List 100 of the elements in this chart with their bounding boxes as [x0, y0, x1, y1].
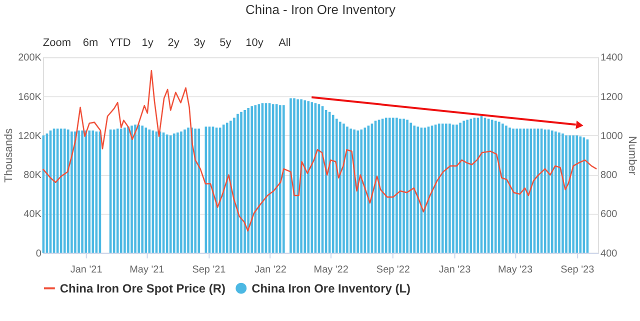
y-tick-label: 120K	[18, 130, 42, 142]
bar	[459, 122, 462, 253]
bar	[63, 128, 66, 253]
bar	[194, 128, 196, 253]
bar	[396, 118, 398, 253]
bar	[516, 128, 518, 253]
x-tick-label: Jan '21	[70, 264, 103, 276]
bar	[138, 124, 140, 253]
bar	[169, 135, 172, 253]
y-tick-label: 160K	[18, 92, 42, 103]
y-tick-label: 200K	[18, 52, 42, 64]
bar	[402, 118, 405, 253]
text: All	[278, 37, 291, 50]
y2-tick-label: 600	[600, 209, 618, 220]
bar	[498, 122, 500, 253]
text: Zoom	[42, 37, 71, 50]
bar	[406, 120, 408, 253]
bar	[226, 122, 228, 253]
bar	[88, 130, 91, 253]
bar	[562, 133, 564, 253]
legend-label: China Iron Ore Inventory (L)	[252, 281, 411, 296]
line-series	[42, 70, 598, 232]
text: 3y	[194, 37, 206, 50]
x-tick-label: Jan '23	[438, 264, 472, 276]
text: YTD	[108, 37, 131, 50]
bar	[346, 126, 348, 253]
bar	[470, 118, 472, 253]
x-tick-label: Jan '22	[254, 264, 287, 276]
bar	[448, 124, 451, 253]
bar	[144, 128, 148, 253]
bar	[296, 99, 299, 253]
bar	[466, 120, 469, 253]
bar	[392, 118, 394, 253]
y-tick-label: 80K	[24, 170, 42, 182]
bar	[244, 110, 246, 253]
text: 6m	[82, 37, 98, 50]
text: 2y	[168, 37, 180, 50]
bar	[494, 120, 497, 253]
bar	[572, 135, 574, 253]
bar	[307, 101, 310, 253]
bar	[290, 98, 292, 253]
bar	[187, 128, 190, 253]
bar	[141, 126, 144, 253]
bar	[410, 122, 412, 253]
bar	[190, 128, 193, 253]
bar	[124, 128, 126, 253]
bar	[399, 118, 402, 253]
bar	[413, 126, 416, 253]
bar	[180, 132, 182, 253]
bar	[339, 122, 342, 253]
bar	[173, 133, 176, 253]
bar	[456, 124, 458, 253]
bar	[522, 128, 526, 253]
text: 10y	[246, 37, 264, 50]
chart-title: China - Iron Ore Inventory	[246, 2, 396, 18]
bar	[233, 118, 236, 253]
bar	[78, 130, 80, 253]
y-tick-label: 40K	[24, 209, 42, 220]
bar	[81, 130, 84, 253]
bar	[445, 124, 448, 253]
legend-label: China Iron Ore Spot Price (R)	[60, 281, 226, 296]
bar	[130, 126, 133, 253]
bar	[441, 124, 444, 253]
bar	[67, 130, 70, 253]
bar	[508, 128, 511, 253]
bar	[176, 132, 179, 253]
bar	[558, 132, 560, 253]
bar	[505, 126, 508, 253]
bar	[198, 128, 200, 253]
bar	[120, 128, 122, 253]
bar	[304, 100, 306, 253]
bar	[336, 118, 338, 253]
x-tick-label: May '22	[314, 264, 349, 276]
y2-tick-label: 400	[600, 248, 618, 260]
bar	[452, 124, 454, 253]
bar	[360, 130, 363, 253]
bar	[576, 135, 578, 253]
y-tick-label: 0	[36, 248, 42, 260]
bar	[134, 124, 136, 253]
text: 5y	[220, 37, 232, 50]
bar	[568, 135, 571, 253]
bar	[116, 128, 119, 253]
bar	[300, 99, 302, 253]
x-tick-label: May '23	[498, 264, 534, 276]
bar	[384, 118, 388, 253]
bar	[222, 124, 225, 253]
bar	[70, 132, 73, 253]
bar	[565, 135, 568, 253]
y2-tick-label: 1000	[600, 130, 624, 142]
bar	[230, 120, 232, 253]
bar	[74, 132, 76, 253]
x-tick-label: Sep '23	[560, 264, 595, 276]
bar	[356, 130, 359, 253]
bar	[547, 130, 550, 253]
y2-tick-label: 800	[600, 170, 618, 182]
bar	[550, 130, 554, 253]
bar	[84, 130, 87, 253]
x-tick-label: May '21	[130, 264, 165, 276]
bar	[353, 130, 356, 253]
bar	[512, 128, 514, 253]
